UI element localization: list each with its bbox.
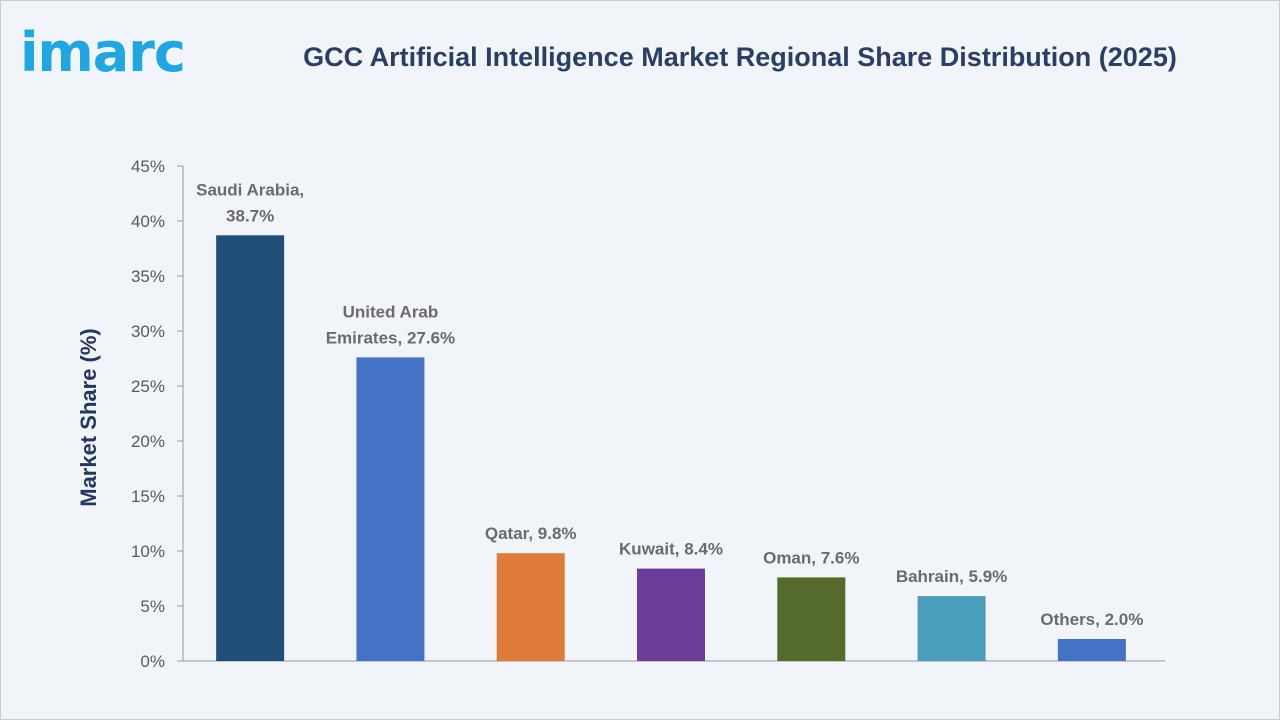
bars — [216, 235, 1126, 662]
data-label: Oman, 7.6% — [763, 548, 859, 567]
y-tick-label: 35% — [131, 267, 165, 286]
y-tick-label: 40% — [131, 212, 165, 231]
data-labels: Saudi Arabia, 38.7% United Arab Emirates, 2… — [196, 180, 1143, 629]
y-tick-label: 0% — [140, 652, 165, 671]
data-label: Others, 2.0% — [1040, 610, 1143, 629]
bar — [637, 568, 705, 661]
data-label: 38.7% — [226, 206, 274, 225]
chart-title: GCC Artificial Intelligence Market Regio… — [303, 42, 1177, 72]
y-axis-label: Market Share (%) — [76, 328, 101, 507]
data-label: Emirates, 27.6% — [326, 328, 455, 347]
bar — [496, 553, 565, 661]
data-label: Bahrain, 5.9% — [896, 567, 1008, 586]
bar — [1057, 639, 1126, 661]
y-tick-label: 25% — [131, 377, 165, 396]
data-label: United Arab — [343, 302, 439, 321]
y-tick-label: 45% — [131, 157, 165, 176]
bar — [777, 577, 846, 661]
bar — [917, 596, 986, 661]
data-label: Qatar, 9.8% — [485, 524, 577, 543]
data-label: Saudi Arabia, — [196, 180, 304, 199]
y-axis: 0% 5% 10% 15% 20% 25% 30% 35% 40% 45% — [131, 157, 1165, 671]
y-tick-label: 15% — [131, 487, 165, 506]
bar — [216, 235, 285, 662]
y-tick-label: 10% — [131, 542, 165, 561]
y-tick-label: 20% — [131, 432, 165, 451]
y-tick-label: 5% — [140, 597, 165, 616]
bar — [356, 357, 425, 661]
data-label: Kuwait, 8.4% — [619, 540, 723, 559]
y-tick-label: 30% — [131, 322, 165, 341]
imarc-logo: imarc — [20, 21, 186, 84]
